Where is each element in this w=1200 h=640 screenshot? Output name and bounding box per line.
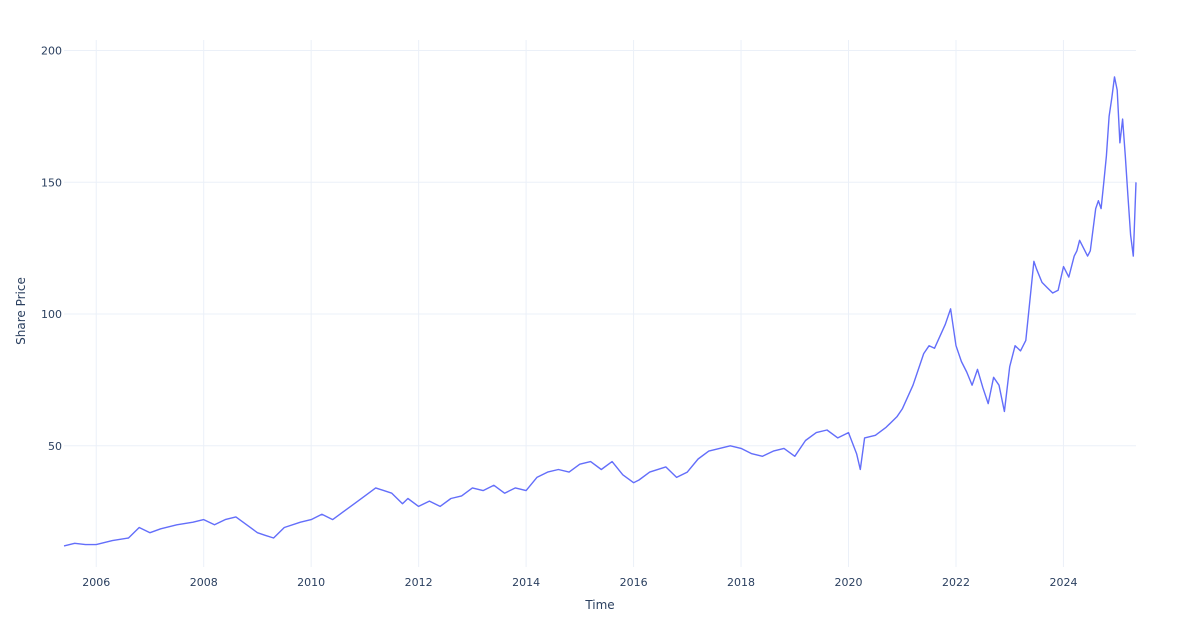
tick-layer: 2006 2008 2010 2012 2014 2016 2018 2020 2022 2024… bbox=[41, 45, 1077, 589]
x-axis-title: Time bbox=[584, 598, 614, 612]
x-tick-label: 2022 bbox=[942, 576, 970, 589]
share-price-line bbox=[63, 76, 1137, 547]
x-tick-label: 2010 bbox=[297, 576, 325, 589]
x-tick-label: 2018 bbox=[727, 576, 755, 589]
x-tick-label: 2020 bbox=[835, 576, 863, 589]
y-axis-title: Share Price bbox=[14, 277, 28, 345]
grid-layer bbox=[64, 40, 1136, 567]
x-tick-label: 2006 bbox=[82, 576, 110, 589]
x-tick-label: 2024 bbox=[1049, 576, 1077, 589]
y-tick-label: 100 bbox=[41, 308, 62, 321]
x-tick-label: 2008 bbox=[190, 576, 218, 589]
y-tick-label: 150 bbox=[41, 176, 62, 189]
y-tick-label: 50 bbox=[48, 440, 62, 453]
x-tick-label: 2016 bbox=[620, 576, 648, 589]
plot-background bbox=[64, 40, 1136, 567]
x-tick-label: 2014 bbox=[512, 576, 540, 589]
y-tick-label: 200 bbox=[41, 45, 62, 58]
x-tick-label: 2012 bbox=[405, 576, 433, 589]
